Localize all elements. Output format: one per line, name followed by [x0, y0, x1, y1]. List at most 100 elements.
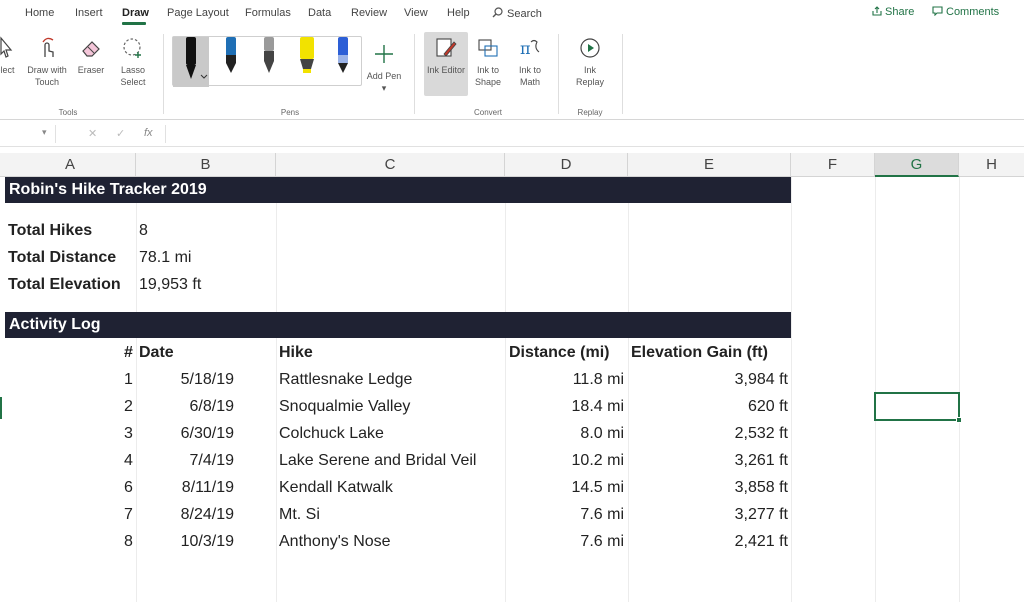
formula-input[interactable] — [165, 125, 1020, 143]
summary-value[interactable]: 19,953 ft — [139, 276, 202, 293]
summary-value[interactable]: 78.1 mi — [139, 249, 192, 266]
row-distance[interactable]: 8.0 mi — [580, 425, 624, 442]
summary-label[interactable]: Total Elevation — [8, 276, 121, 293]
row-hike[interactable]: Anthony's Nose — [279, 533, 391, 550]
row-hike[interactable]: Mt. Si — [279, 506, 320, 523]
fill-handle[interactable] — [956, 417, 962, 423]
highlighter-yellow[interactable] — [289, 37, 325, 87]
row-elevation[interactable]: 2,421 ft — [734, 533, 788, 550]
row-distance[interactable]: 10.2 mi — [571, 452, 624, 469]
lasso-select-label: Lasso Select — [120, 65, 146, 87]
name-box[interactable]: ▾ — [0, 125, 56, 143]
row-num[interactable]: 3 — [124, 425, 133, 442]
header-hike[interactable]: Hike — [279, 344, 313, 361]
summary-label[interactable]: Total Hikes — [8, 222, 93, 239]
gridline — [505, 177, 506, 602]
row-distance[interactable]: 11.8 mi — [572, 371, 624, 388]
column-header-g[interactable]: G — [875, 153, 959, 177]
row-distance[interactable]: 7.6 mi — [580, 533, 624, 550]
eraser-icon — [82, 41, 100, 57]
row-hike[interactable]: Rattlesnake Ledge — [279, 371, 413, 388]
row-hike[interactable]: Kendall Katwalk — [279, 479, 393, 496]
tab-data[interactable]: Data — [308, 7, 332, 19]
chevron-down-icon[interactable]: ▾ — [42, 127, 47, 137]
row-date[interactable]: 6/8/19 — [189, 398, 234, 415]
share-button[interactable]: Share — [872, 6, 914, 18]
summary-label[interactable]: Total Distance — [8, 249, 117, 266]
tab-home[interactable]: Home — [25, 7, 55, 19]
row-num[interactable]: 8 — [124, 533, 133, 550]
insert-function-icon[interactable]: fx — [144, 127, 153, 139]
ink-to-shape-button[interactable]: Ink to Shape — [470, 36, 506, 88]
column-header-h[interactable]: H — [986, 156, 997, 173]
row-date[interactable]: 6/30/19 — [180, 425, 234, 442]
row-num[interactable]: 1 — [124, 371, 133, 388]
cancel-icon[interactable]: ✕ — [88, 128, 98, 140]
tab-formulas[interactable]: Formulas — [245, 7, 291, 19]
tab-view[interactable]: View — [404, 7, 428, 19]
row-hike[interactable]: Colchuck Lake — [279, 425, 384, 442]
ink-replay-button[interactable]: Ink Replay — [570, 36, 610, 88]
tab-review[interactable]: Review — [351, 7, 388, 19]
draw-with-touch-button[interactable]: Draw with Touch — [24, 36, 70, 88]
ink-to-shape-label: Ink to Shape — [474, 65, 502, 87]
pen-blue[interactable] — [213, 37, 249, 87]
activity-log-banner[interactable]: Activity Log — [5, 312, 791, 338]
header-date[interactable]: Date — [139, 344, 174, 361]
row-date[interactable]: 8/24/19 — [180, 506, 234, 523]
column-header-d[interactable]: D — [505, 153, 628, 177]
tab-help[interactable]: Help — [447, 7, 470, 19]
row-elevation[interactable]: 620 ft — [747, 398, 788, 415]
pens-gallery — [172, 36, 362, 87]
row-num[interactable]: 7 — [124, 506, 133, 523]
row-hike[interactable]: Snoqualmie Valley — [279, 398, 411, 415]
group-separator — [414, 34, 415, 114]
row-date[interactable]: 7/4/19 — [189, 452, 234, 469]
column-header-f[interactable]: F — [791, 153, 875, 177]
comments-button[interactable]: Comments — [932, 6, 999, 18]
column-header-b[interactable]: B — [136, 153, 276, 177]
pen-gray[interactable] — [251, 37, 287, 87]
lasso-select-button[interactable]: Lasso Select — [114, 36, 152, 88]
ink-to-math-label: Ink to Math — [518, 65, 541, 87]
row-elevation[interactable]: 3,858 ft — [734, 479, 788, 496]
row-distance[interactable]: 14.5 mi — [571, 479, 624, 496]
search-box[interactable]: Search — [492, 7, 542, 20]
ink-replay-label: Ink Replay — [575, 65, 604, 87]
enter-icon[interactable]: ✓ — [116, 128, 126, 140]
row-elevation[interactable]: 3,984 ft — [734, 371, 788, 388]
row-date[interactable]: 5/18/19 — [180, 371, 234, 388]
sheet-title-banner[interactable]: Robin's Hike Tracker 2019 — [5, 177, 791, 203]
row-num[interactable]: 4 — [124, 452, 133, 469]
ink-to-math-button[interactable]: π Ink to Math — [512, 36, 548, 88]
row-date[interactable]: 10/3/19 — [180, 533, 234, 550]
row-distance[interactable]: 7.6 mi — [580, 506, 624, 523]
ink-editor-button[interactable]: Ink Editor — [426, 36, 466, 76]
pen-black[interactable] — [173, 37, 209, 87]
summary-value[interactable]: 8 — [139, 222, 148, 239]
select-button[interactable]: elect — [0, 36, 20, 76]
tab-insert[interactable]: Insert — [75, 7, 103, 19]
tab-page-layout[interactable]: Page Layout — [167, 7, 229, 19]
row-elevation[interactable]: 3,277 ft — [734, 506, 788, 523]
pen-dark-blue[interactable] — [325, 37, 361, 87]
row-num[interactable]: 2 — [124, 398, 133, 415]
column-header-a[interactable]: A — [5, 153, 136, 177]
tab-draw[interactable]: Draw — [122, 7, 149, 19]
row-date[interactable]: 8/11/19 — [181, 479, 234, 496]
eraser-button[interactable]: Eraser — [74, 36, 108, 76]
row-elevation[interactable]: 2,532 ft — [734, 425, 788, 442]
header-distance[interactable]: Distance (mi) — [509, 344, 610, 361]
tools-group-label: Tools — [58, 108, 78, 117]
row-num[interactable]: 6 — [124, 479, 133, 496]
row-hike[interactable]: Lake Serene and Bridal Veil — [279, 452, 477, 469]
header-elevation[interactable]: Elevation Gain (ft) — [631, 344, 768, 361]
column-header-c[interactable]: C — [276, 153, 505, 177]
row-distance[interactable]: 18.4 mi — [571, 398, 624, 415]
add-pen-button[interactable]: Add Pen ▾ — [366, 42, 402, 94]
selected-cell[interactable] — [874, 392, 962, 423]
spreadsheet-grid[interactable]: Robin's Hike Tracker 2019 Total Hikes 8 … — [0, 177, 1024, 602]
row-elevation[interactable]: 3,261 ft — [734, 452, 788, 469]
header-num[interactable]: # — [124, 344, 133, 361]
column-header-e[interactable]: E — [628, 153, 791, 177]
